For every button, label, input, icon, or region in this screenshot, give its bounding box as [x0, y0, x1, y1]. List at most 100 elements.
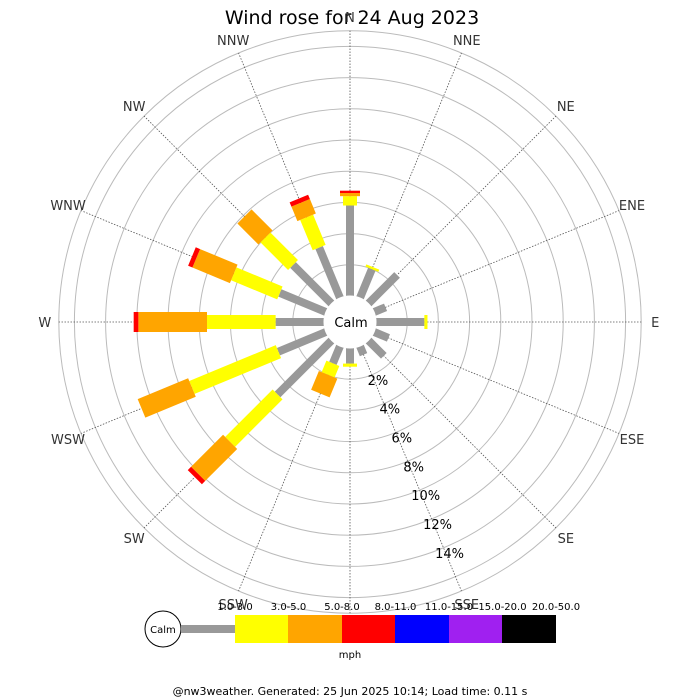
spoke-ne — [368, 115, 557, 304]
bar-sw-bin1 — [274, 337, 335, 398]
chart-title: Wind rose for 24 Aug 2023 — [225, 7, 479, 29]
bar-group-wnw — [188, 247, 328, 316]
spoke-nne — [359, 52, 462, 299]
bar-wnw-bin1 — [278, 289, 328, 316]
bar-ene-bin1 — [372, 303, 388, 316]
bar-ese-bin1 — [372, 328, 390, 342]
bar-wnw-bin3 — [192, 249, 238, 284]
direction-label-sse: SSE — [454, 598, 479, 613]
bar-s-bin1 — [346, 348, 354, 364]
bar-w-bin4 — [133, 312, 139, 332]
bar-group-nne — [356, 264, 380, 300]
direction-label-nnw: NNW — [217, 34, 249, 49]
direction-label-sw: SW — [124, 532, 145, 547]
legend-swatch-5 — [395, 615, 449, 643]
bar-ssw-bin3 — [311, 371, 338, 398]
legend-swatch-2 — [235, 615, 288, 643]
legend-unit: mph — [339, 650, 361, 661]
bar-n-bin3 — [340, 193, 360, 197]
spoke-nw — [143, 115, 332, 304]
calm-label: Calm — [334, 316, 367, 331]
legend-label-5: 11.0-15.0 — [425, 602, 473, 613]
bar-ne-bin1 — [365, 272, 400, 307]
bar-nnw-bin1 — [315, 246, 344, 300]
footer-text: @nw3weather. Generated: 25 Jun 2025 10:1… — [173, 685, 528, 698]
ring-14 — [105, 77, 595, 567]
bar-wnw-bin4 — [188, 247, 201, 268]
bar-n-bin4 — [340, 190, 360, 194]
bar-group-e — [376, 315, 428, 329]
bar-nw-bin2 — [260, 232, 298, 270]
bar-group-ssw — [311, 344, 344, 398]
bar-wsw-bin1 — [276, 328, 328, 356]
spoke-ssw — [238, 345, 341, 592]
bar-sse-bin1 — [356, 344, 368, 357]
bar-w-bin3 — [138, 312, 207, 332]
bar-sw-bin4 — [187, 466, 206, 485]
bar-wsw-bin3 — [137, 378, 196, 418]
calm-center: Calm — [323, 295, 377, 349]
legend-label-3: 5.0-8.0 — [324, 602, 359, 613]
ring-label-3: 6% — [391, 431, 412, 446]
direction-label-nw: NW — [123, 100, 146, 115]
bar-group-ene — [372, 303, 388, 316]
bar-group-n — [340, 190, 360, 296]
bar-group-ne — [365, 272, 400, 307]
direction-label-ne: NE — [557, 100, 575, 115]
bar-n-bin2 — [343, 196, 357, 206]
legend-swatch-6 — [449, 615, 502, 643]
ring-label-2: 4% — [380, 403, 401, 418]
ring-label-1: 2% — [368, 374, 389, 389]
bar-nw-bin1 — [290, 262, 335, 307]
bar-e-bin1 — [376, 318, 425, 326]
bar-nnw-bin3 — [291, 199, 316, 222]
bar-group-s — [343, 348, 357, 367]
bar-s-bin2 — [343, 363, 357, 367]
spoke-nnw — [238, 52, 341, 299]
ring-label-5: 10% — [411, 489, 440, 504]
legend-label-6: 15.0-20.0 — [478, 602, 526, 613]
bar-group-nnw — [289, 194, 344, 300]
bar-nw-bin3 — [237, 209, 273, 245]
bar-ssw-bin2 — [321, 360, 340, 378]
direction-label-w: W — [38, 316, 51, 331]
bar-wsw-bin2 — [189, 345, 282, 394]
bar-w-bin2 — [207, 315, 276, 329]
bar-sw-bin3 — [191, 434, 238, 481]
bar-nnw-bin4 — [289, 194, 310, 207]
ring-label-4: 8% — [403, 460, 424, 475]
bar-w-bin1 — [275, 318, 324, 326]
direction-label-nne: NNE — [453, 34, 481, 49]
direction-label-ene: ENE — [619, 199, 645, 214]
legend-label-2: 3.0-5.0 — [271, 602, 306, 613]
bar-group-ese — [372, 328, 390, 342]
ring-label-6: 12% — [423, 518, 452, 533]
spoke-ene — [373, 210, 620, 313]
bar-group-w — [133, 312, 324, 332]
legend-label-1: 1.0-3.0 — [217, 602, 252, 613]
ring-label-7: 14% — [435, 547, 464, 562]
wind-bars — [133, 190, 428, 485]
direction-label-ssw: SSW — [219, 598, 249, 613]
legend-swatch-3 — [288, 615, 342, 643]
bar-se-bin1 — [365, 337, 387, 359]
bar-nne-bin2 — [365, 264, 380, 272]
legend-swatch-7 — [502, 615, 556, 643]
spoke-ese — [373, 331, 620, 434]
bar-e-bin2 — [424, 315, 428, 329]
bar-group-sw — [187, 337, 335, 485]
direction-labels: NNNENEENEEESESESSESSSWSWWSWWWNWNWNNW — [38, 11, 659, 636]
bar-ssw-bin1 — [329, 344, 344, 365]
bar-group-sse — [356, 344, 368, 357]
legend-calm-label: Calm — [150, 625, 176, 636]
direction-label-se: SE — [558, 532, 574, 547]
direction-label-e: E — [651, 316, 659, 331]
ring-labels: 2% 4% 6% 8% 10% 12% 14% — [368, 374, 464, 562]
calm-circle — [323, 295, 377, 349]
direction-label-n: N — [345, 11, 355, 26]
bar-group-nw — [237, 209, 335, 307]
bar-group-wsw — [137, 328, 328, 418]
spoke-se — [368, 340, 557, 529]
bar-nnw-bin2 — [300, 214, 326, 251]
